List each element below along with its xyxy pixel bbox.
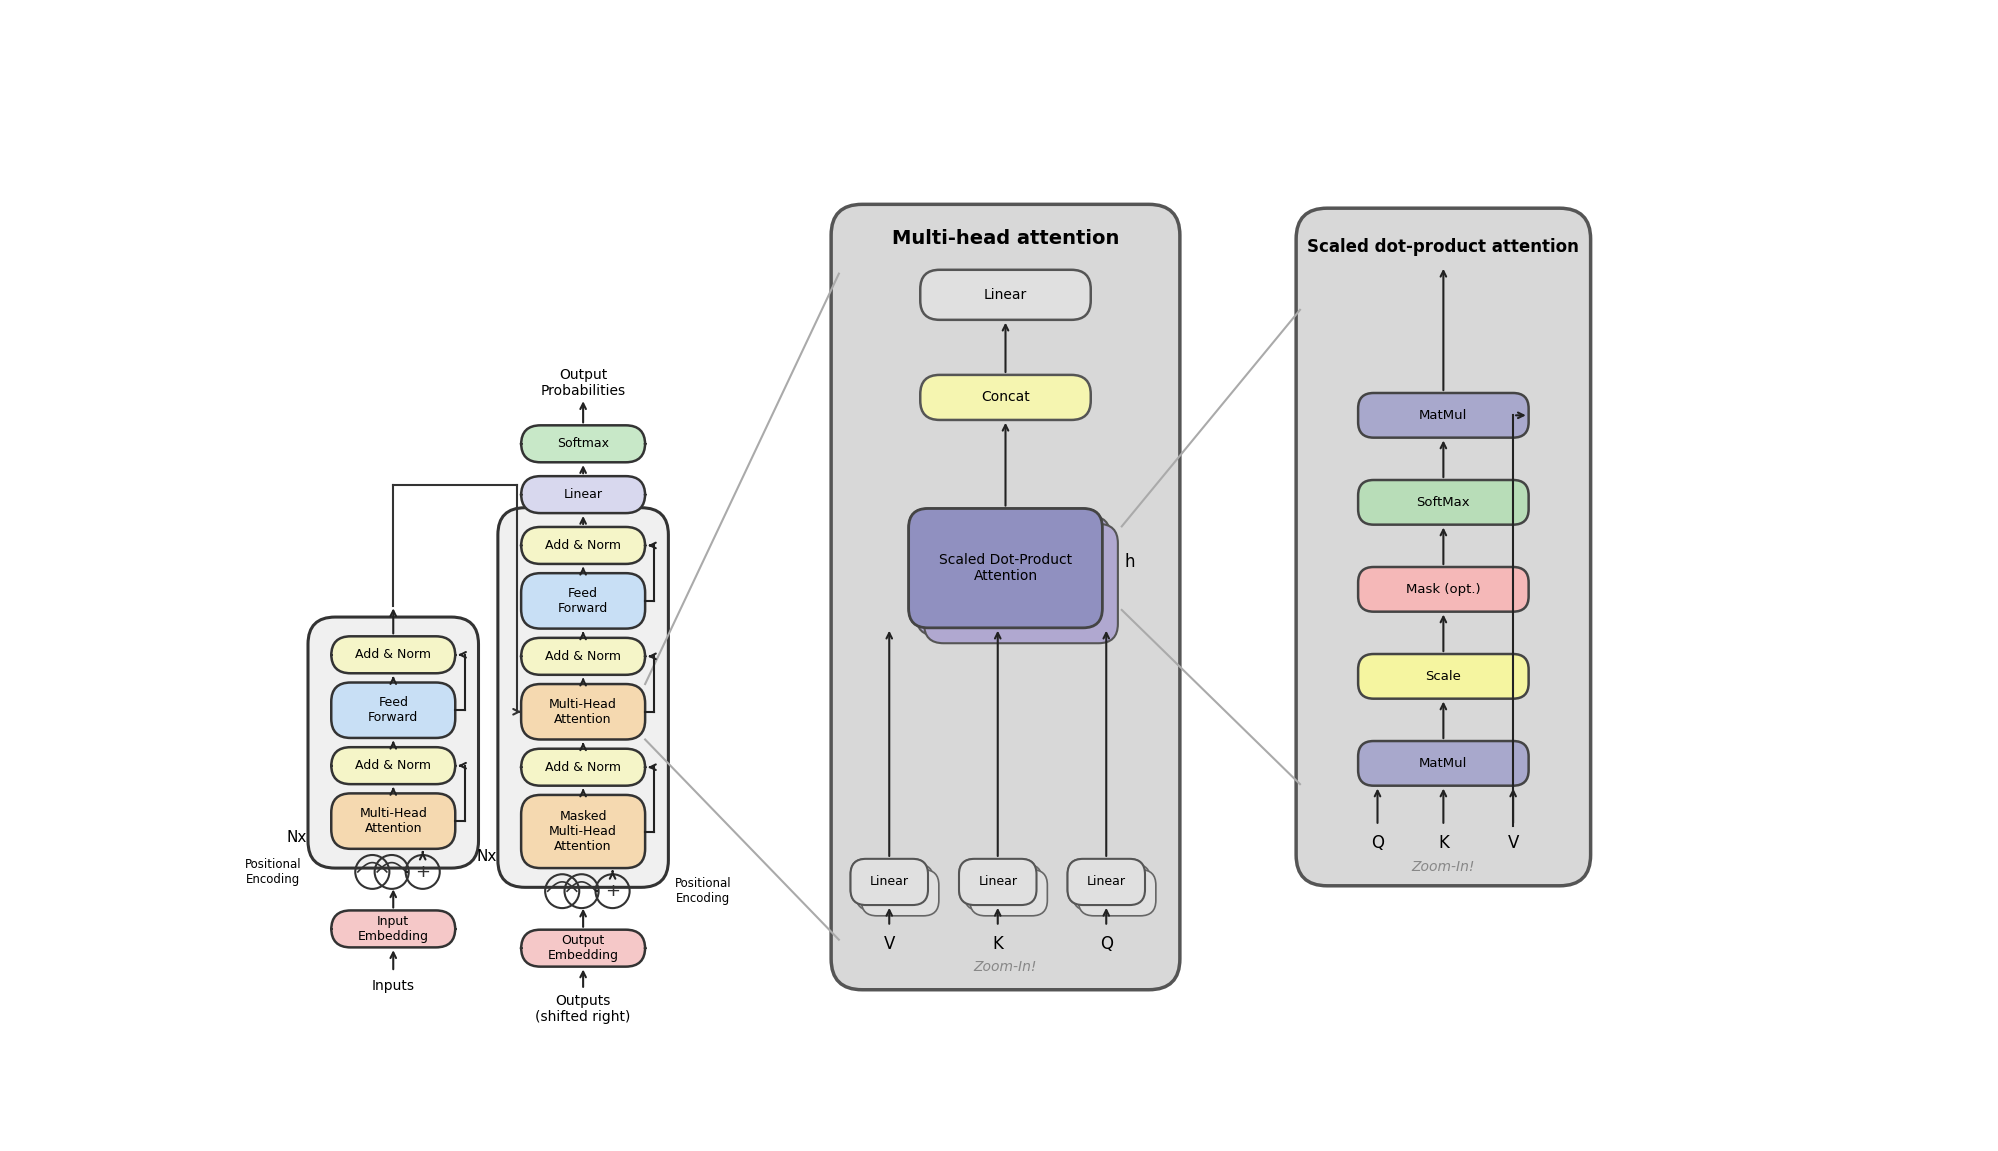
Text: Nx: Nx [476,849,496,864]
FancyBboxPatch shape [849,859,927,905]
FancyBboxPatch shape [959,859,1037,905]
FancyBboxPatch shape [521,749,645,786]
Text: V: V [883,935,895,953]
Text: Linear: Linear [983,288,1027,302]
FancyBboxPatch shape [831,205,1179,990]
Text: Add & Norm: Add & Norm [545,650,621,663]
FancyBboxPatch shape [1067,859,1145,905]
FancyBboxPatch shape [332,793,456,848]
Text: Positional
Encoding: Positional Encoding [675,877,731,905]
Text: Output
Probabilities: Output Probabilities [539,368,625,398]
FancyBboxPatch shape [1357,392,1528,437]
Text: h: h [1123,554,1135,571]
Text: +: + [416,863,430,881]
Text: Add & Norm: Add & Norm [356,760,432,772]
FancyBboxPatch shape [521,930,645,967]
Text: Q: Q [1371,834,1383,853]
FancyBboxPatch shape [332,910,456,947]
Text: Linear: Linear [977,876,1017,889]
FancyBboxPatch shape [1295,208,1590,886]
Text: Multi-head attention: Multi-head attention [891,229,1119,249]
Text: MatMul: MatMul [1419,409,1467,421]
Text: Add & Norm: Add & Norm [356,648,432,662]
Text: Linear: Linear [563,488,601,501]
FancyBboxPatch shape [1357,654,1528,699]
FancyBboxPatch shape [919,269,1091,320]
FancyBboxPatch shape [1357,480,1528,525]
FancyBboxPatch shape [849,859,927,905]
Text: +: + [605,882,619,900]
FancyBboxPatch shape [521,573,645,628]
FancyBboxPatch shape [308,617,478,868]
FancyBboxPatch shape [963,864,1041,910]
FancyBboxPatch shape [909,509,1101,627]
Text: SoftMax: SoftMax [1417,496,1469,509]
Text: Linear: Linear [1087,876,1125,889]
FancyBboxPatch shape [915,516,1109,635]
Text: Scaled dot-product attention: Scaled dot-product attention [1307,238,1578,256]
Text: Softmax: Softmax [557,437,609,450]
Text: Masked
Multi-Head
Attention: Masked Multi-Head Attention [549,810,617,853]
Text: Zoom-In!: Zoom-In! [1411,860,1475,874]
Text: Positional
Encoding: Positional Encoding [244,857,302,886]
FancyBboxPatch shape [959,859,1037,905]
FancyBboxPatch shape [919,375,1091,420]
Text: Q: Q [1099,935,1113,953]
Text: Add & Norm: Add & Norm [545,539,621,552]
FancyBboxPatch shape [1357,741,1528,786]
FancyBboxPatch shape [521,638,645,674]
FancyBboxPatch shape [969,870,1047,916]
Text: Feed
Forward: Feed Forward [368,696,418,724]
FancyBboxPatch shape [521,795,645,868]
Text: K: K [1437,834,1449,853]
Text: Multi-Head
Attention: Multi-Head Attention [549,698,617,726]
FancyBboxPatch shape [855,864,933,910]
FancyBboxPatch shape [1067,859,1145,905]
Text: Linear: Linear [869,876,909,889]
Text: Input
Embedding: Input Embedding [358,915,428,943]
Text: Mask (opt.): Mask (opt.) [1405,582,1481,596]
FancyBboxPatch shape [521,477,645,513]
FancyBboxPatch shape [1357,567,1528,611]
FancyBboxPatch shape [909,509,1101,627]
Text: Outputs
(shifted right): Outputs (shifted right) [535,994,631,1024]
Text: Scale: Scale [1425,670,1461,683]
FancyBboxPatch shape [521,684,645,739]
FancyBboxPatch shape [332,683,456,738]
Text: Zoom-In!: Zoom-In! [973,960,1037,974]
FancyBboxPatch shape [498,508,667,887]
FancyBboxPatch shape [1077,870,1155,916]
Text: Add & Norm: Add & Norm [545,761,621,773]
Text: MatMul: MatMul [1419,757,1467,770]
FancyBboxPatch shape [861,870,939,916]
Text: Output
Embedding: Output Embedding [547,935,617,962]
Text: K: K [991,935,1003,953]
Text: Multi-Head
Attention: Multi-Head Attention [360,807,428,836]
Text: Scaled Dot-Product
Attention: Scaled Dot-Product Attention [939,554,1071,584]
FancyBboxPatch shape [332,637,456,673]
Text: Nx: Nx [286,830,306,845]
FancyBboxPatch shape [1073,864,1151,910]
Text: Concat: Concat [981,390,1029,404]
Text: V: V [1506,834,1518,853]
FancyBboxPatch shape [521,426,645,463]
Text: Inputs: Inputs [372,978,414,993]
FancyBboxPatch shape [923,524,1117,643]
FancyBboxPatch shape [521,527,645,564]
Text: Feed
Forward: Feed Forward [557,587,607,615]
FancyBboxPatch shape [332,747,456,784]
